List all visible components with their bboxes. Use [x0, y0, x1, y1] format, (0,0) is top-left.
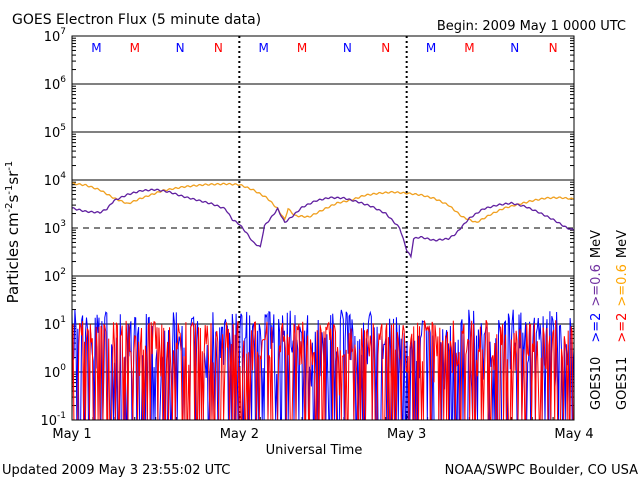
legend-goes10: GOES10 >=2 >=0.6 MeV — [589, 230, 604, 410]
x-tick-label-2: May 3 — [387, 427, 426, 442]
legend-goes10-unit: MeV — [589, 230, 604, 258]
mn-marker-2: N — [176, 41, 185, 55]
legend-goes10-gt2: >=2 — [589, 313, 604, 343]
legend-goes11: GOES11 >=2 >=0.6 MeV — [615, 230, 630, 410]
x-tick-label-0: May 1 — [52, 427, 91, 442]
mn-marker-5: M — [297, 41, 307, 55]
series-line-0 — [71, 182, 575, 223]
legend-goes11-name: GOES11 — [615, 357, 630, 410]
y-tick-label-6: 101 — [44, 315, 66, 333]
legend-goes11-unit: MeV — [615, 230, 630, 258]
y-tick-label-1: 106 — [44, 75, 67, 93]
mn-marker-3: N — [214, 41, 223, 55]
y-tick-label-0: 107 — [44, 27, 66, 45]
x-axis-label: Universal Time — [266, 443, 363, 458]
mn-marker-0: M — [91, 41, 101, 55]
y-tick-label-3: 104 — [44, 171, 67, 189]
chart-title: GOES Electron Flux (5 minute data) — [12, 12, 261, 28]
series-line-2 — [71, 309, 575, 421]
mn-marker-6: N — [343, 41, 352, 55]
mn-marker-11: N — [549, 41, 558, 55]
legend-goes11-gt06: >=0.6 — [615, 264, 630, 306]
legend-goes10-name: GOES10 — [589, 357, 604, 410]
credit-label: NOAA/SWPC Boulder, CO USA — [445, 463, 638, 478]
legend-goes10-gt06: >=0.6 — [589, 264, 604, 306]
mn-marker-4: M — [259, 41, 269, 55]
mn-marker-8: M — [426, 41, 436, 55]
y-tick-label-8: 10-1 — [40, 411, 66, 429]
mn-marker-10: N — [510, 41, 519, 55]
legend-goes11-gt2: >=2 — [615, 313, 630, 343]
mn-marker-9: M — [464, 41, 474, 55]
y-tick-label-2: 105 — [44, 123, 66, 141]
y-tick-label-4: 103 — [44, 219, 66, 237]
series-line-1 — [71, 188, 575, 259]
updated-timestamp: Updated 2009 May 3 23:55:02 UTC — [2, 463, 230, 478]
y-axis-label: Particles cm-2s-1sr-1 — [4, 161, 22, 304]
plot-frame — [71, 35, 575, 421]
x-tick-label-1: May 2 — [220, 427, 259, 442]
begin-label: Begin: 2009 May 1 0000 UTC — [437, 19, 626, 34]
mn-marker-7: N — [381, 41, 390, 55]
mn-marker-1: M — [130, 41, 140, 55]
y-tick-label-5: 102 — [44, 267, 66, 285]
x-tick-label-3: May 4 — [554, 427, 593, 442]
y-tick-label-7: 100 — [44, 363, 67, 381]
